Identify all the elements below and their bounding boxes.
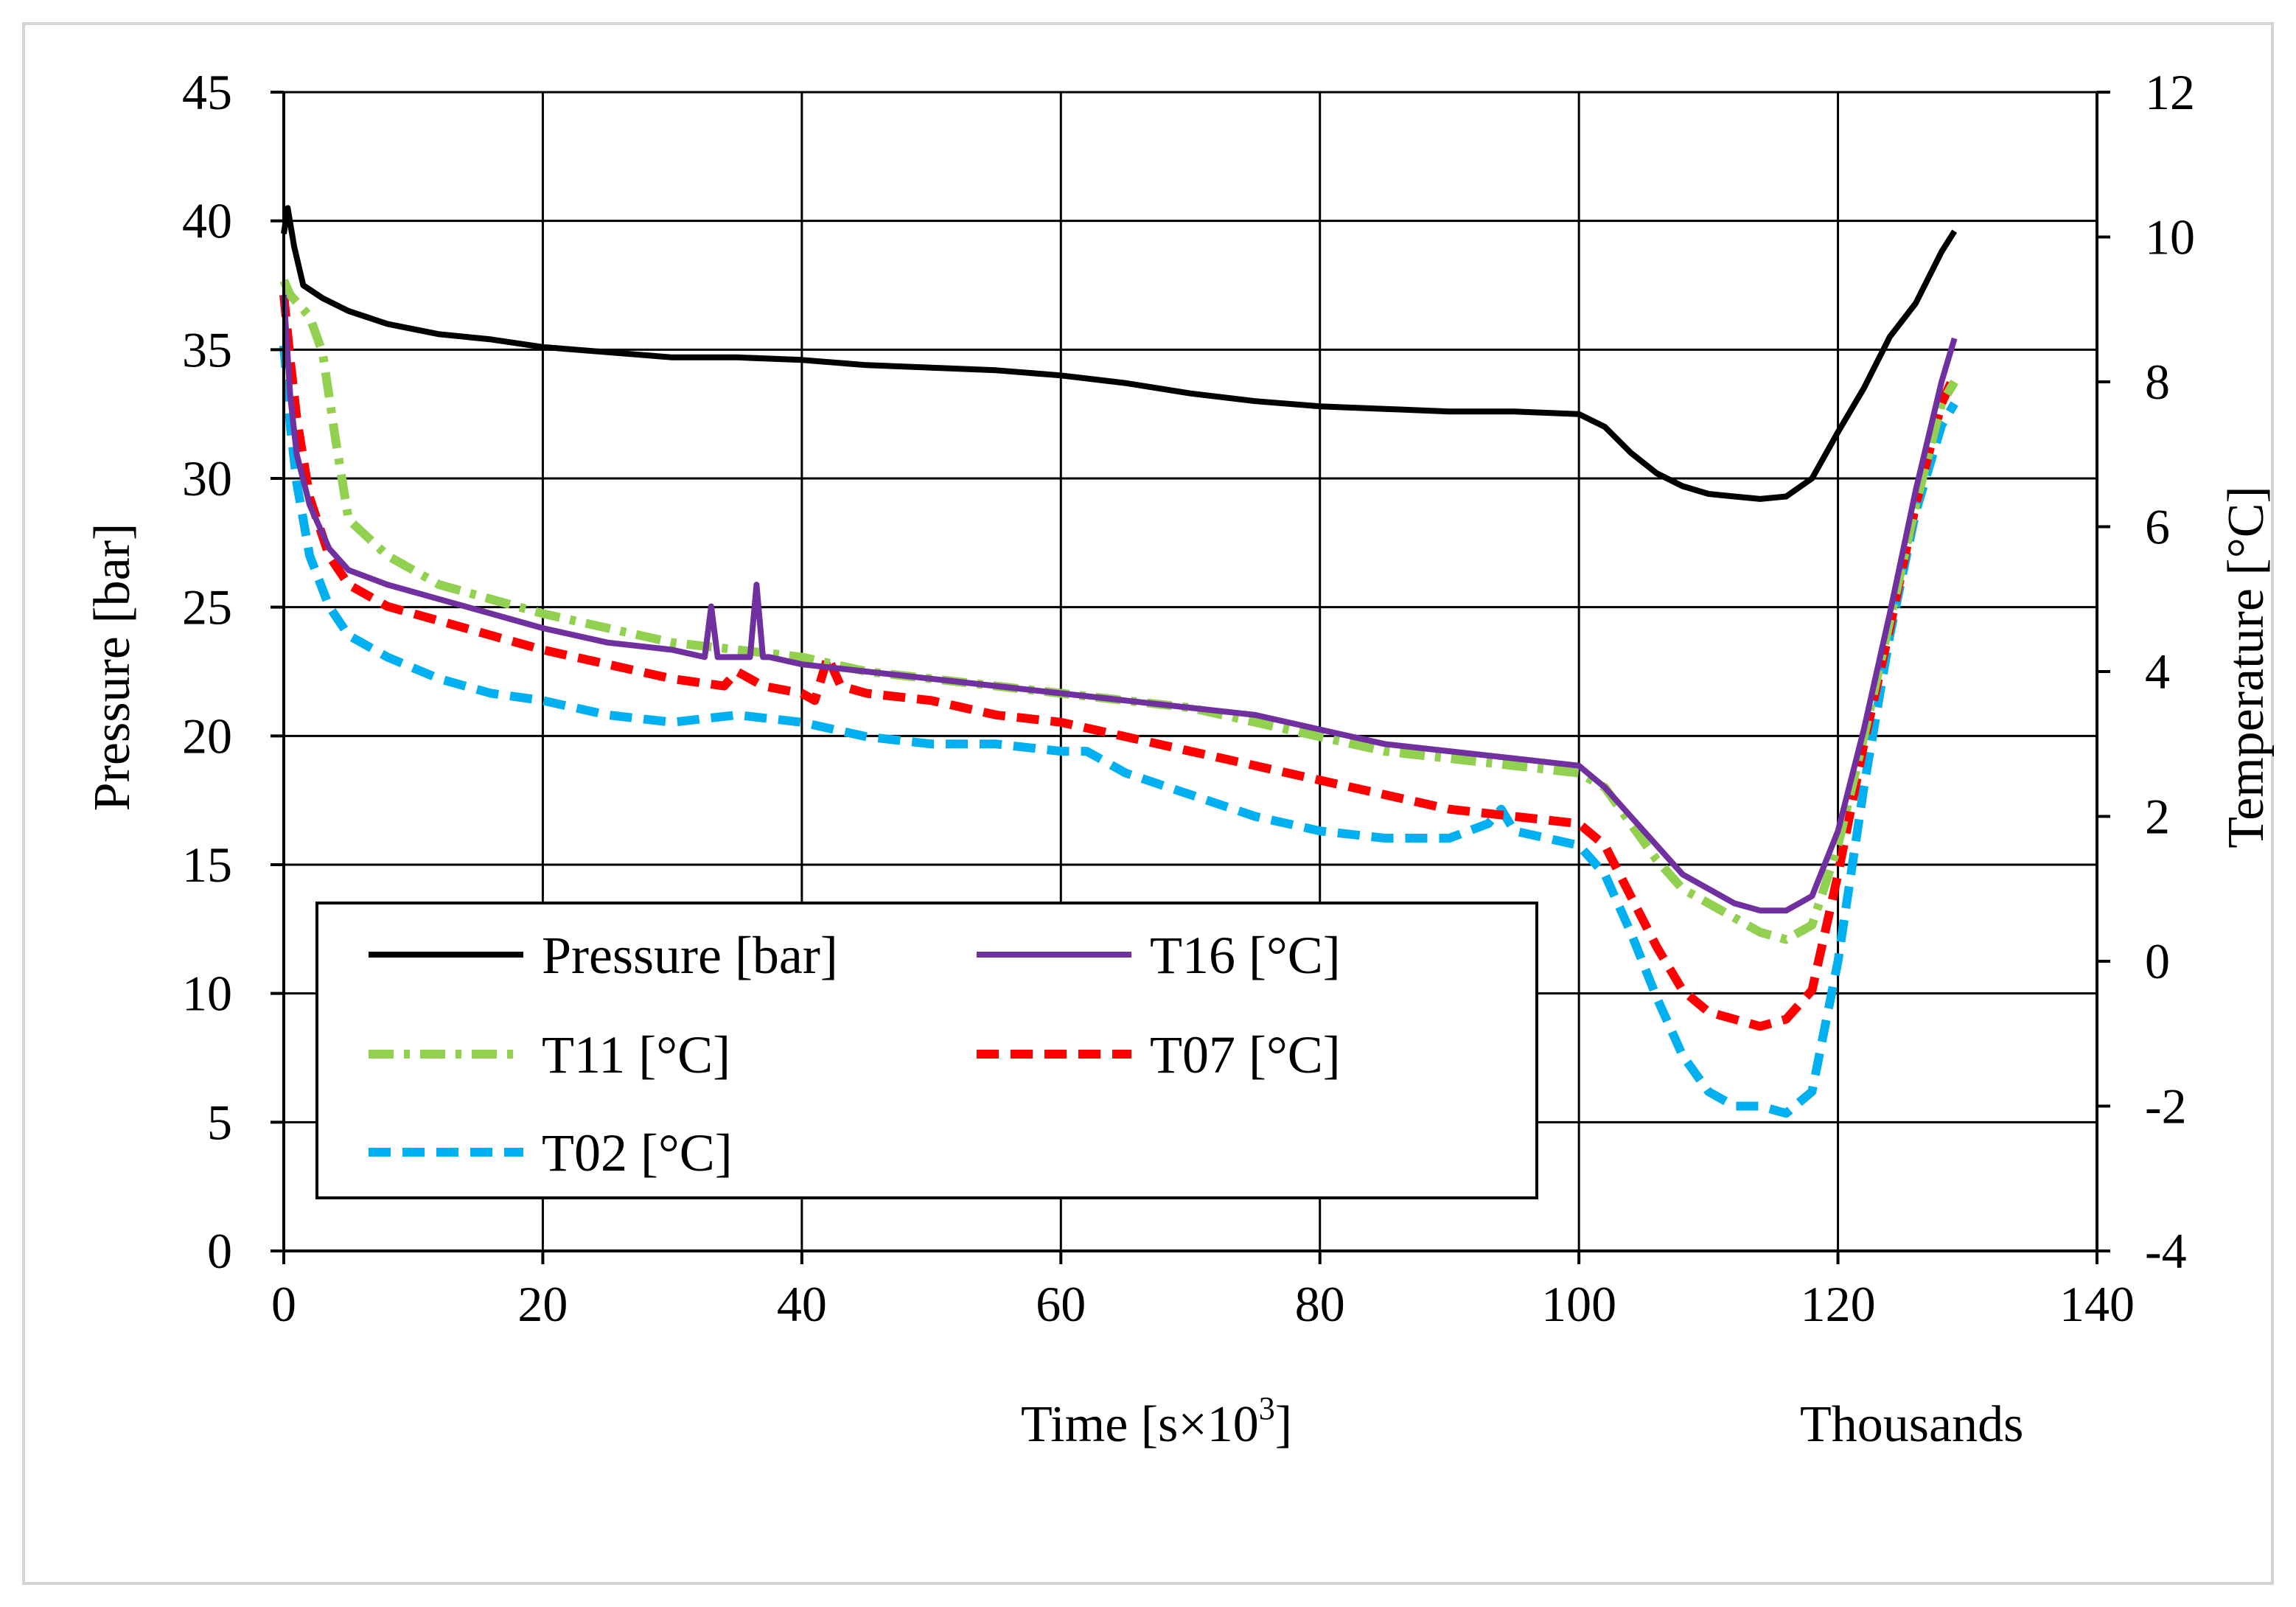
axes [271,91,2110,1264]
y-left-tick-label: 25 [182,579,232,635]
y-left-tick-label: 30 [182,450,232,506]
x-axis-unit-label: Thousands [1800,1396,2023,1453]
y-left-tick-label: 35 [182,321,232,377]
y-left-tick-label: 20 [182,708,232,764]
y-right-tick-label: 8 [2145,354,2170,410]
y-left-tick-label: 0 [207,1223,232,1279]
legend-label-pressure-bar: Pressure [bar] [542,926,838,985]
legend-label-t02-c: T02 [°C] [542,1123,733,1182]
x-tick-label: 0 [271,1276,296,1332]
y-right-axis-title: Temperature [°C] [2218,486,2275,848]
y-right-tick-label: -4 [2145,1223,2187,1279]
y-right-tick-label: 10 [2145,209,2195,265]
y-right-tick-label: 12 [2145,64,2195,120]
series-line-t16-c [281,294,1958,914]
y-left-tick-label: 10 [182,966,232,1022]
y-left-axis-title: Pressure [bar] [84,523,141,812]
legend-label-t11-c: T11 [°C] [542,1025,730,1084]
x-axis-title: Time [s×103] [1021,1390,1292,1453]
chart-frame [22,22,2274,1585]
y-right-tick-label: -2 [2145,1078,2187,1134]
y-right-tick-label: 0 [2145,933,2170,989]
x-tick-label: 40 [777,1276,827,1332]
y-left-tick-label: 5 [207,1094,232,1150]
y-left-tick-label: 15 [182,837,232,893]
legend-label-t16-c: T16 [°C] [1150,926,1341,985]
series-lines [279,205,1959,1118]
legend-label-t07-c: T07 [°C] [1150,1025,1341,1084]
series-line-t07-c [279,294,1959,1031]
y-right-tick-label: 6 [2145,499,2170,555]
x-tick-label: 80 [1295,1276,1345,1332]
series-line-t02-c [279,345,1958,1118]
series-line-pressure-bar [281,205,1958,502]
y-right-tick-label: 4 [2145,644,2170,700]
x-tick-label: 100 [1541,1276,1616,1332]
y-left-tick-label: 40 [182,193,232,249]
x-tick-label: 20 [517,1276,568,1332]
y-right-tick-label: 2 [2145,789,2170,845]
series-line-t11-c [279,279,1958,944]
x-tick-label: 60 [1036,1276,1086,1332]
y-left-tick-label: 45 [182,64,232,120]
tick-labels: 0 20 40 60 80 100 120 140051015202530354045-4-2… [182,64,2195,1332]
legend-box [315,902,1538,1199]
legend: Pressure [bar] T16 [°C] T11 [°C] T07 [°C] T0… [315,902,1538,1199]
x-tick-label: 120 [1801,1276,1876,1332]
x-tick-label: 140 [2059,1276,2135,1332]
